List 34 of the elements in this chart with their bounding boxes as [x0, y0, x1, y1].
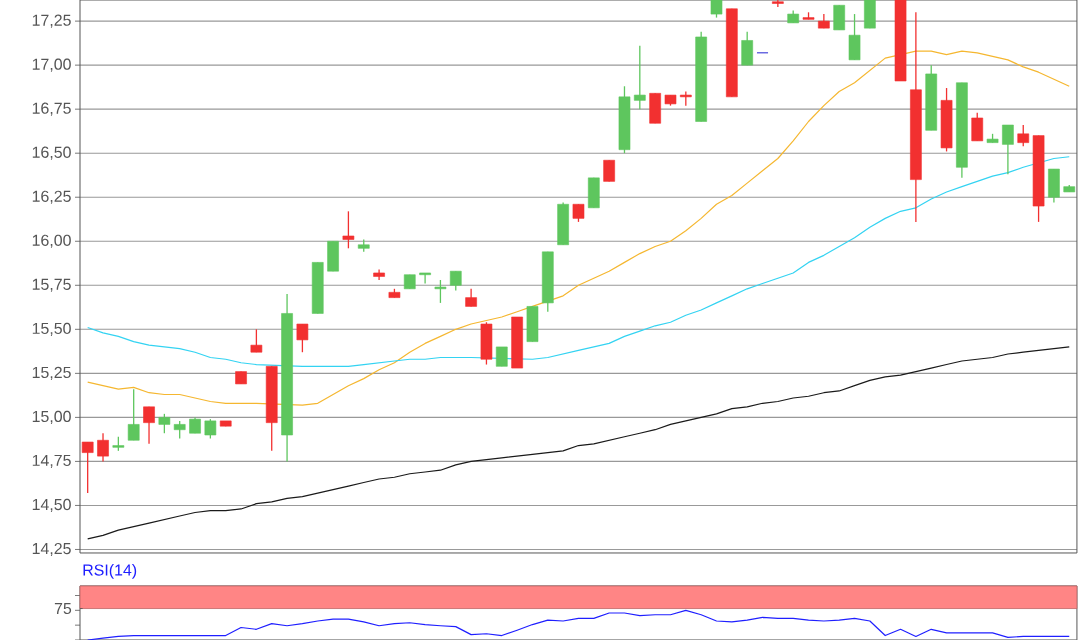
- y-tick-label: 14,75: [32, 454, 71, 468]
- y-tick-label: 17,00: [32, 58, 71, 72]
- y-tick-label: 16,00: [32, 234, 71, 248]
- candlestick: [127, 388, 140, 441]
- candlestick: [603, 159, 615, 183]
- candlestick: [143, 406, 155, 445]
- candlestick: [250, 328, 263, 353]
- candlestick: [772, 0, 784, 8]
- candlestick: [1002, 124, 1014, 175]
- candlestick: [449, 270, 462, 292]
- y-tick-label: 14,25: [32, 542, 71, 557]
- candlestick: [97, 432, 109, 463]
- candlestick: [1017, 124, 1030, 147]
- candlestick: [971, 112, 984, 142]
- y-tick-label: 15,75: [32, 278, 71, 292]
- chart-title: RSI(14): [83, 563, 137, 579]
- y-tick-label: 16,50: [32, 146, 71, 160]
- candlestick: [633, 45, 646, 110]
- y-tick-label: 15,00: [32, 410, 71, 424]
- candlestick: [434, 279, 447, 304]
- candlestick: [342, 210, 355, 249]
- y-tick-label: 14,50: [32, 498, 71, 513]
- candlestick: [419, 272, 431, 285]
- candlestick: [158, 413, 171, 434]
- candlestick: [495, 346, 508, 367]
- y-tick-label: 17,25: [32, 14, 71, 28]
- y-tick-label: 16,75: [32, 102, 71, 116]
- text: 75: [54, 602, 72, 615]
- y-tick-label: 15,50: [32, 322, 71, 336]
- y-tick-label: 15,25: [32, 366, 71, 380]
- y-tick-label: 16,25: [32, 190, 71, 204]
- candlestick: [204, 418, 217, 440]
- candlestick: [296, 323, 309, 353]
- candlestick: [81, 441, 94, 494]
